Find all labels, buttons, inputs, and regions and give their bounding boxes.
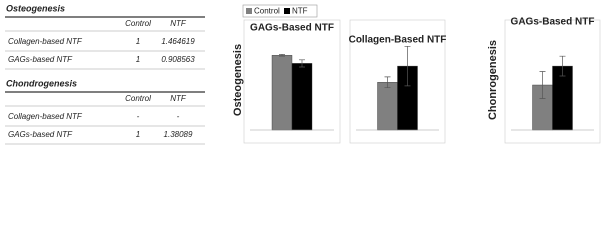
page: Osteogenesis Chondrogenesis Control NTF Co…	[5, 3, 601, 145]
column-header: Control	[125, 19, 151, 28]
row-label: GAGs-based NTF	[8, 55, 73, 64]
chart-frame	[504, 19, 601, 144]
chart-frame	[243, 19, 341, 144]
y-axis-label: Chonrogenesis	[487, 40, 499, 120]
cell-value: -	[177, 112, 180, 121]
row-label: GAGs-based NTF	[8, 130, 73, 139]
bar	[291, 63, 313, 131]
bar	[271, 55, 293, 131]
cell-value: 1.464619	[161, 37, 195, 46]
error-bar	[559, 55, 566, 77]
error-bar	[279, 54, 285, 57]
y-axis-label: Osteogenesis	[232, 44, 244, 116]
column-header: Control	[125, 94, 151, 103]
chart-title: GAGs-Based NTF	[250, 23, 334, 34]
error-bar	[384, 76, 391, 89]
cell-value: 1	[136, 130, 140, 139]
chart-title: Collagen-Based NTF	[349, 35, 447, 46]
chart-title: GAGs-Based NTF	[511, 17, 595, 28]
figure: Osteogenesis Chondrogenesis Control NTF Co…	[5, 3, 601, 145]
cell-value: 1	[136, 37, 140, 46]
legend-label: NTF	[292, 7, 308, 16]
chart-frame	[349, 19, 446, 144]
row-label: Collagen-based NTF	[8, 37, 83, 46]
error-bar	[404, 45, 411, 87]
cell-value: 0.908563	[161, 55, 195, 64]
legend-label: Control	[254, 7, 280, 16]
column-header: NTF	[170, 94, 187, 103]
bar	[377, 82, 398, 131]
section-title: Chondrogenesis	[6, 78, 77, 88]
cell-value: -	[137, 112, 140, 121]
row-label: Collagen-based NTF	[8, 112, 83, 121]
cell-value: 1	[136, 55, 140, 64]
cell-value: 1.38089	[164, 130, 193, 139]
legend-box	[242, 4, 318, 18]
error-bar	[539, 71, 546, 99]
legend-swatch	[246, 8, 252, 14]
section-title: Osteogenesis	[6, 3, 65, 13]
legend-swatch	[284, 8, 290, 14]
error-bar	[299, 59, 305, 68]
column-header: NTF	[170, 19, 187, 28]
